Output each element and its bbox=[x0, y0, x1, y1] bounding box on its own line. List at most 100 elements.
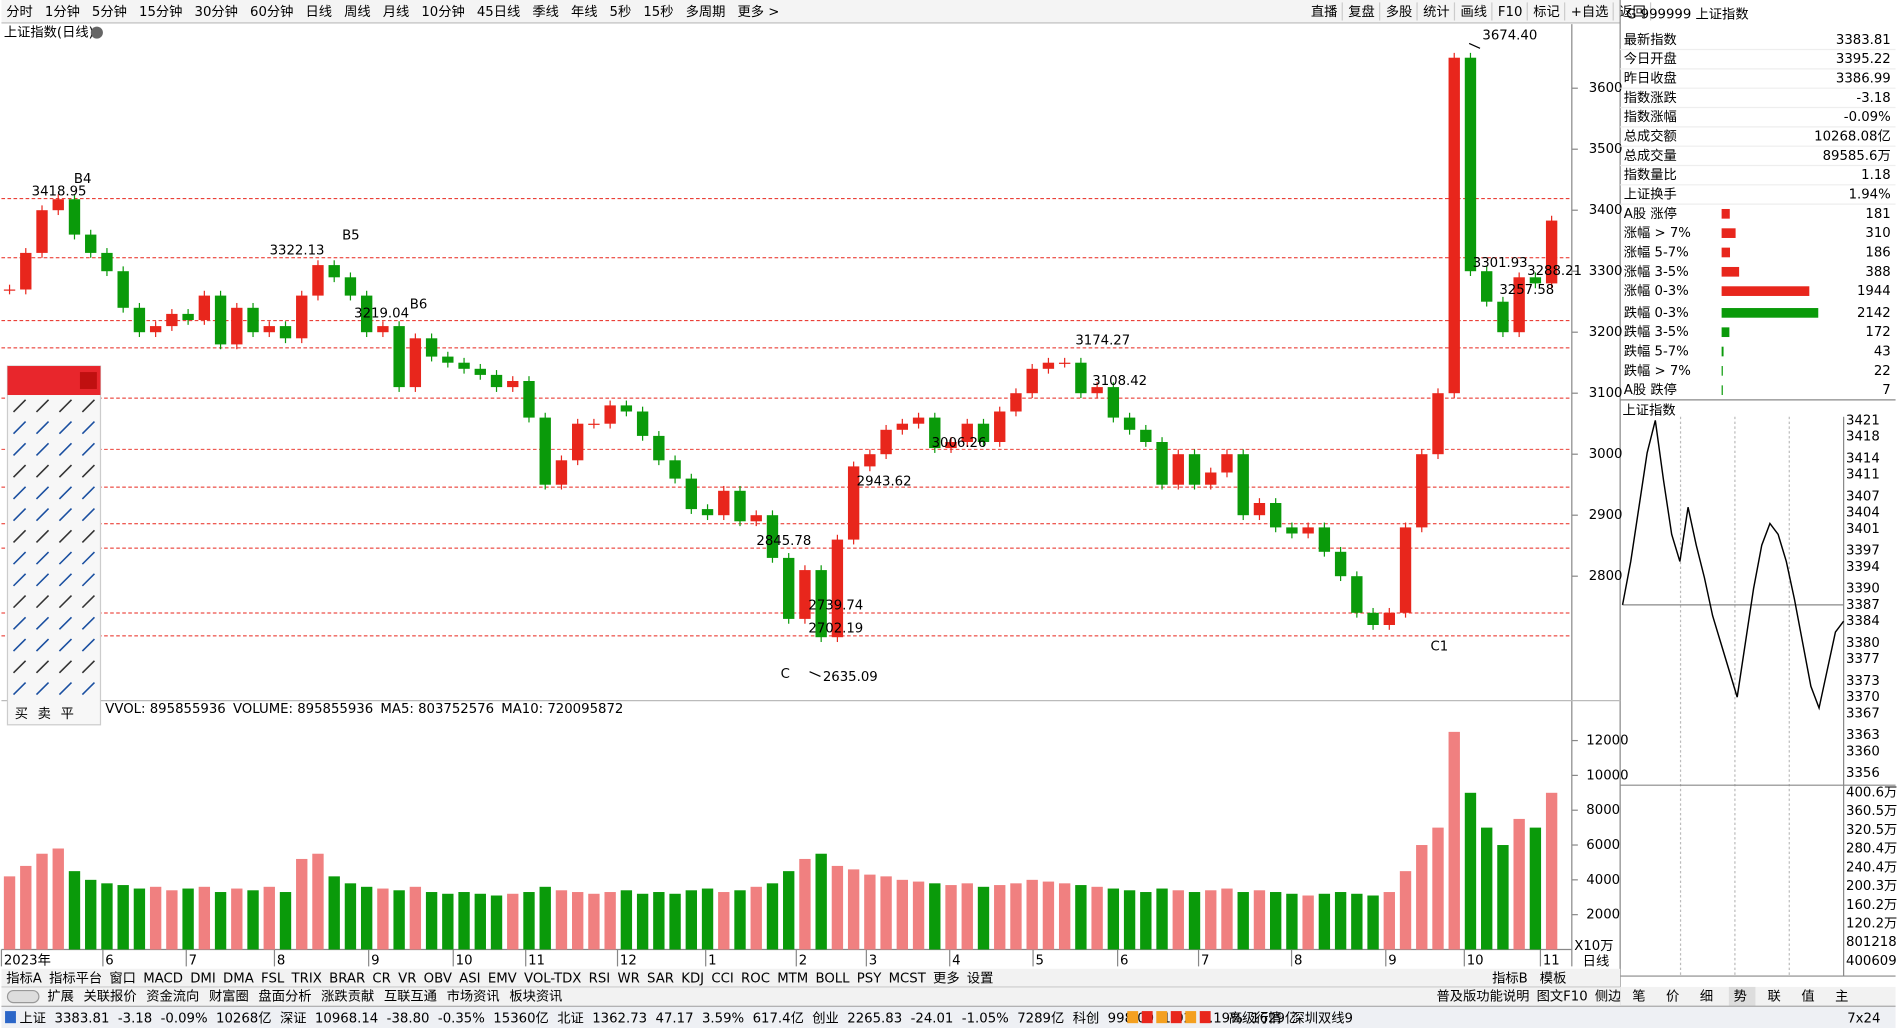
side-tab[interactable]: 势 bbox=[1734, 989, 1747, 1005]
period-tab[interactable]: 日线 bbox=[306, 4, 333, 20]
draw-tool-icon[interactable] bbox=[81, 638, 96, 652]
bottom-tab[interactable]: 图文F10 bbox=[1537, 989, 1588, 1005]
draw-tool-icon[interactable] bbox=[58, 508, 73, 522]
bottom-tab[interactable]: 普及版功能说明 bbox=[1437, 989, 1530, 1005]
side-tab[interactable]: 联 bbox=[1768, 989, 1781, 1005]
indicator-tab[interactable]: FSL bbox=[261, 971, 285, 986]
bottom-tab[interactable]: 资金流向 bbox=[146, 989, 199, 1005]
side-tab[interactable]: 价 bbox=[1666, 990, 1679, 1005]
indicator-tab[interactable]: CCI bbox=[711, 971, 733, 986]
indicator-tab[interactable]: PSY bbox=[857, 971, 882, 986]
bottom-tab[interactable]: 板块资讯 bbox=[509, 989, 562, 1005]
period-tab[interactable]: 周线 bbox=[344, 4, 371, 20]
bottom-tab[interactable]: 市场资讯 bbox=[447, 988, 500, 1005]
indicator-tab[interactable]: 模板 bbox=[1540, 970, 1567, 986]
draw-tool-icon[interactable] bbox=[58, 486, 73, 500]
period-tab[interactable]: 45日线 bbox=[477, 4, 520, 20]
side-tab[interactable]: 值 bbox=[1801, 989, 1814, 1005]
draw-tool-icon[interactable] bbox=[81, 573, 96, 587]
bottom-tab[interactable]: 关联报价 bbox=[84, 989, 137, 1005]
side-tab[interactable]: 细 bbox=[1700, 989, 1713, 1005]
draw-tool-icon[interactable] bbox=[35, 660, 50, 674]
side-tab[interactable]: 主 bbox=[1835, 989, 1848, 1005]
indicator-tab[interactable]: 指标A bbox=[6, 970, 42, 986]
draw-tool-icon[interactable] bbox=[12, 399, 27, 413]
draw-tool-icon[interactable] bbox=[12, 464, 27, 478]
toolbox-close[interactable] bbox=[79, 372, 97, 389]
toolbar-button[interactable]: 多股 bbox=[1386, 3, 1413, 20]
draw-tool-icon[interactable] bbox=[35, 399, 50, 413]
draw-tool-icon[interactable] bbox=[35, 421, 50, 435]
draw-tool-icon[interactable] bbox=[12, 660, 27, 674]
indicator-tab[interactable]: TRIX bbox=[291, 971, 322, 986]
draw-tool-icon[interactable] bbox=[81, 421, 96, 435]
toolbar-button[interactable]: 标记 bbox=[1533, 4, 1560, 20]
bottom-tab[interactable]: 涨跌贡献 bbox=[321, 989, 374, 1005]
toolbar-button[interactable]: 统计 bbox=[1423, 4, 1450, 20]
draw-tool-icon[interactable] bbox=[12, 594, 27, 609]
draw-tool-icon[interactable] bbox=[58, 421, 73, 435]
bottom-tab[interactable]: 财富圈 bbox=[209, 988, 249, 1005]
draw-tool-icon[interactable] bbox=[58, 638, 73, 652]
indicator-tab[interactable]: EMV bbox=[488, 971, 517, 986]
draw-tool-icon[interactable] bbox=[12, 638, 27, 652]
indicator-tab[interactable]: DMA bbox=[223, 971, 254, 986]
draw-tool-icon[interactable] bbox=[81, 594, 96, 609]
draw-tool-icon[interactable] bbox=[81, 529, 96, 543]
indicator-tab[interactable]: BRAR bbox=[329, 971, 365, 986]
draw-tool-icon[interactable] bbox=[81, 399, 96, 413]
draw-tool-icon[interactable] bbox=[58, 573, 73, 587]
draw-tool-icon[interactable] bbox=[12, 616, 27, 630]
draw-tool-icon[interactable] bbox=[12, 573, 27, 587]
draw-tool-icon[interactable] bbox=[81, 551, 96, 565]
draw-tool-icon[interactable] bbox=[35, 616, 50, 630]
draw-tool-icon[interactable] bbox=[81, 442, 96, 456]
draw-tool-icon[interactable] bbox=[81, 486, 96, 500]
status-item[interactable]: 深圳双线9 bbox=[1291, 1010, 1353, 1026]
toolbar-button[interactable]: 返回 bbox=[1619, 4, 1646, 20]
indicator-tab[interactable]: OBV bbox=[424, 971, 452, 986]
indicator-tab[interactable]: MCST bbox=[889, 971, 927, 986]
indicator-tab[interactable]: RSI bbox=[589, 971, 611, 986]
draw-tool-icon[interactable] bbox=[35, 529, 50, 543]
draw-tool-icon[interactable] bbox=[35, 442, 50, 456]
draw-tool-icon[interactable] bbox=[35, 486, 50, 500]
indicator-tab[interactable]: KDJ bbox=[681, 971, 704, 986]
draw-tool-icon[interactable] bbox=[58, 594, 73, 609]
indicator-tab[interactable]: MTM bbox=[777, 971, 808, 986]
period-tab[interactable]: 5秒 bbox=[610, 4, 632, 20]
expand-toggle[interactable] bbox=[6, 989, 40, 1004]
toolbar-button[interactable]: 复盘 bbox=[1348, 3, 1375, 20]
draw-tool-icon[interactable] bbox=[35, 594, 50, 609]
indicator-tab[interactable]: VOL-TDX bbox=[524, 971, 581, 986]
period-tab[interactable]: 年线 bbox=[571, 4, 598, 20]
toolbar-button[interactable]: F10 bbox=[1498, 5, 1523, 20]
period-tab[interactable]: 更多 > bbox=[737, 3, 779, 20]
indicator-tab[interactable]: 更多 bbox=[933, 969, 960, 986]
draw-tool-icon[interactable] bbox=[81, 660, 96, 674]
draw-tool-icon[interactable] bbox=[58, 681, 73, 696]
toolbar-button[interactable]: 直播 bbox=[1311, 4, 1338, 20]
draw-tool-icon[interactable] bbox=[35, 573, 50, 587]
draw-tool-icon[interactable] bbox=[35, 681, 50, 696]
draw-tool-icon[interactable] bbox=[12, 508, 27, 522]
toolbar-button[interactable]: +自选 bbox=[1571, 4, 1609, 20]
indicator-tab[interactable]: 指标B bbox=[1492, 970, 1528, 986]
period-tab[interactable]: 5分钟 bbox=[92, 3, 127, 20]
draw-tool-icon[interactable] bbox=[35, 464, 50, 478]
period-tab[interactable]: 15秒 bbox=[643, 4, 673, 20]
draw-tool-icon[interactable] bbox=[58, 442, 73, 456]
period-tab[interactable]: 15分钟 bbox=[139, 3, 182, 20]
bottom-tab[interactable]: 盘面分析 bbox=[258, 988, 311, 1005]
trade-button[interactable]: 卖 bbox=[38, 706, 51, 722]
period-tab[interactable]: 月线 bbox=[383, 4, 410, 20]
draw-tool-icon[interactable] bbox=[58, 464, 73, 478]
draw-tool-icon[interactable] bbox=[12, 551, 27, 565]
trade-button[interactable]: 平 bbox=[61, 707, 74, 722]
period-tab[interactable]: 多周期 bbox=[686, 3, 726, 20]
indicator-tab[interactable]: 窗口 bbox=[109, 969, 136, 986]
period-tab[interactable]: 30分钟 bbox=[195, 3, 238, 20]
indicator-tab[interactable]: DMI bbox=[190, 971, 216, 986]
period-tab[interactable]: 1分钟 bbox=[45, 3, 80, 20]
indicator-tab[interactable]: 设置 bbox=[967, 970, 994, 986]
